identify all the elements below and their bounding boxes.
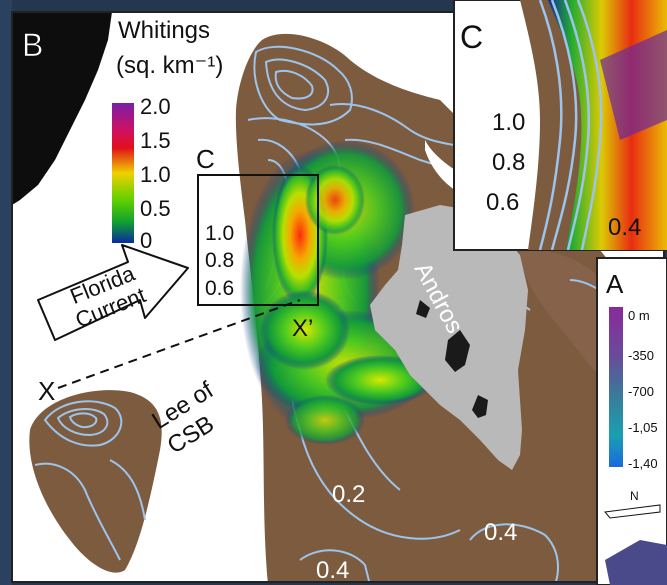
panel-a-frame bbox=[596, 257, 667, 585]
andros-lake-1 bbox=[445, 330, 470, 372]
north-arrow-icon bbox=[604, 504, 661, 519]
box-contour-0-6: 0.6 bbox=[205, 277, 234, 300]
panel-c-high-density bbox=[600, 30, 667, 140]
contour-label-0-2: 0.2 bbox=[332, 481, 365, 508]
inset-c-box-label: C bbox=[196, 144, 215, 174]
andros-island bbox=[370, 205, 528, 470]
legend-tick-0: 0 bbox=[140, 228, 152, 253]
andros-lake-3 bbox=[416, 300, 430, 318]
panel-a-terrain bbox=[605, 540, 667, 585]
panel-c-contour-1-0: 1.0 bbox=[492, 109, 525, 136]
depth-colorbar bbox=[609, 307, 623, 467]
north-label: N bbox=[630, 489, 639, 503]
panel-c-contour-0-8: 0.8 bbox=[492, 149, 525, 176]
contour-label-0-4-right: 0.4 bbox=[484, 519, 517, 546]
cay-sal-contours bbox=[34, 400, 146, 561]
panel-c: C 1.0 0.8 0.6 0.4 bbox=[453, 0, 667, 251]
box-contour-1-0: 1.0 bbox=[205, 222, 234, 245]
inset-c-box bbox=[197, 174, 319, 306]
legend-tick-0-5: 0.5 bbox=[140, 196, 171, 221]
florida-landmass bbox=[12, 12, 112, 205]
panel-c-contour-0-4: 0.4 bbox=[608, 214, 641, 241]
depth-tick-350: -350 bbox=[628, 348, 654, 363]
panel-c-contour-0-6: 0.6 bbox=[486, 189, 519, 216]
left-strip bbox=[0, 0, 12, 585]
panel-c-letter: C bbox=[460, 19, 483, 55]
andros-lake-2 bbox=[472, 395, 488, 418]
depth-tick-700: -700 bbox=[628, 384, 654, 399]
legend-tick-1: 1.0 bbox=[140, 162, 171, 187]
transect-start-label: X bbox=[38, 376, 55, 406]
legend-tick-2: 2.0 bbox=[140, 94, 171, 119]
transect-end-label: X’ bbox=[292, 315, 313, 342]
legend-tick-1-5: 1.5 bbox=[140, 128, 171, 153]
panel-a-letter: A bbox=[606, 269, 624, 299]
panel-c-contours bbox=[538, 0, 603, 250]
legend-colorbar bbox=[112, 103, 134, 243]
contour-label-0-4-bottom: 0.4 bbox=[316, 557, 349, 584]
panel-a: A 0 m -350 -700 -1,05 -1,40 N bbox=[596, 257, 667, 585]
depth-tick-1050: -1,05 bbox=[628, 420, 658, 435]
box-contour-0-8: 0.8 bbox=[205, 249, 234, 272]
legend-title-line1: Whitings bbox=[118, 17, 210, 44]
legend-title-line2: (sq. km⁻¹) bbox=[116, 52, 223, 79]
transect-line bbox=[57, 299, 301, 389]
depth-tick-1400: -1,40 bbox=[628, 456, 658, 471]
panel-b-letter: B bbox=[22, 27, 43, 63]
whitings-legend: Whitings (sq. km⁻¹) 2.0 1.5 1.0 0.5 0 bbox=[112, 17, 223, 253]
depth-tick-0: 0 m bbox=[628, 308, 650, 323]
